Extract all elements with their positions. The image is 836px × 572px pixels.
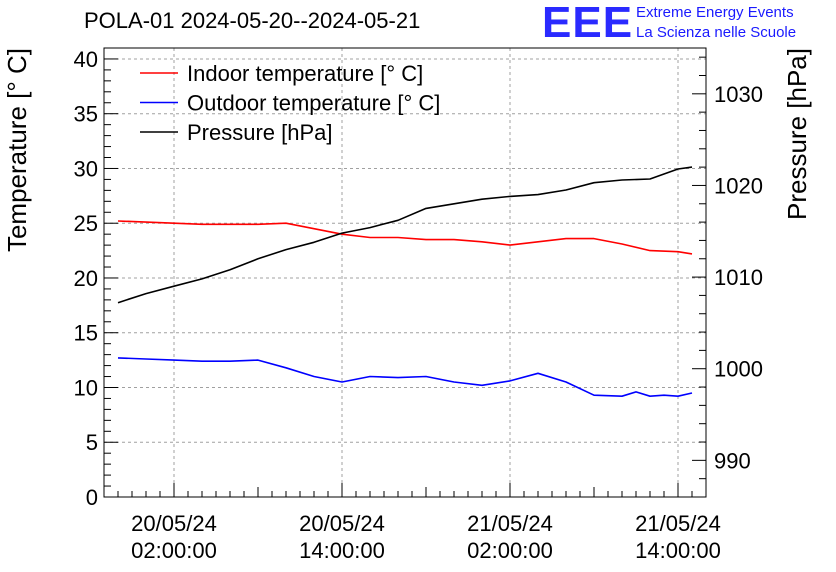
- y-tick-label: 5: [86, 430, 98, 455]
- y-tick-label: 0: [86, 485, 98, 510]
- y2-tick-label: 1030: [714, 82, 763, 107]
- logo-line-2: La Scienza nelle Scuole: [636, 24, 797, 41]
- x-tick-label-time: 02:00:00: [131, 538, 217, 563]
- y2-tick-label: 1010: [714, 265, 763, 290]
- x-tick-label-date: 21/05/24: [635, 511, 721, 536]
- y-tick-label: 25: [74, 211, 98, 236]
- y-axis-label: Temperature [° C]: [2, 48, 32, 252]
- y2-tick-label: 1000: [714, 357, 763, 382]
- y-tick-label: 15: [74, 321, 98, 346]
- pressure-line: [117, 166, 693, 304]
- y2-tick-label: 990: [714, 448, 751, 473]
- legend-label: Pressure [hPa]: [187, 120, 333, 145]
- y2-axis-label: Pressure [hPa]: [782, 48, 812, 220]
- chart-title: POLA-01 2024-05-20--2024-05-21: [84, 8, 421, 33]
- legend-label: Indoor temperature [° C]: [187, 61, 423, 86]
- x-tick-label-time: 14:00:00: [635, 538, 721, 563]
- y-tick-label: 20: [74, 266, 98, 291]
- y-tick-label: 30: [74, 156, 98, 181]
- y2-tick-label: 1020: [714, 173, 763, 198]
- y-tick-label: 35: [74, 102, 98, 127]
- logo-line-1: Extreme Energy Events: [636, 4, 794, 21]
- x-tick-label-time: 02:00:00: [467, 538, 553, 563]
- x-tick-label-time: 14:00:00: [299, 538, 385, 563]
- y-tick-label: 40: [74, 47, 98, 72]
- outdoor-temperature-line: [117, 357, 693, 398]
- plot-frame: [103, 47, 707, 498]
- legend-label: Outdoor temperature [° C]: [187, 91, 440, 116]
- eee-logo: EEE: [542, 0, 634, 47]
- x-tick-label-date: 20/05/24: [131, 511, 217, 536]
- x-tick-label-date: 20/05/24: [299, 511, 385, 536]
- indoor-temperature-line: [117, 220, 693, 255]
- x-tick-label-date: 21/05/24: [467, 511, 553, 536]
- y-tick-label: 10: [74, 375, 98, 400]
